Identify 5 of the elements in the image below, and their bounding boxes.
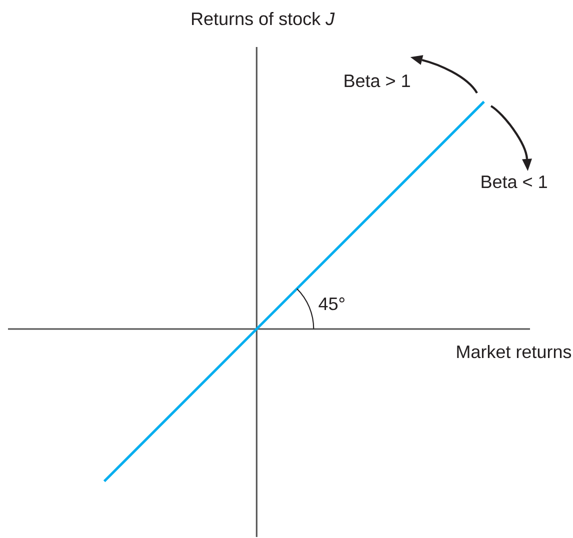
x-axis-title: Market returns [457, 344, 572, 358]
annotation: 45° [318, 297, 344, 310]
text: Beta > 1 [344, 74, 410, 88]
y-axis-title: Returns of stock J [192, 12, 335, 26]
annotation: Beta < 1 [482, 176, 547, 188]
